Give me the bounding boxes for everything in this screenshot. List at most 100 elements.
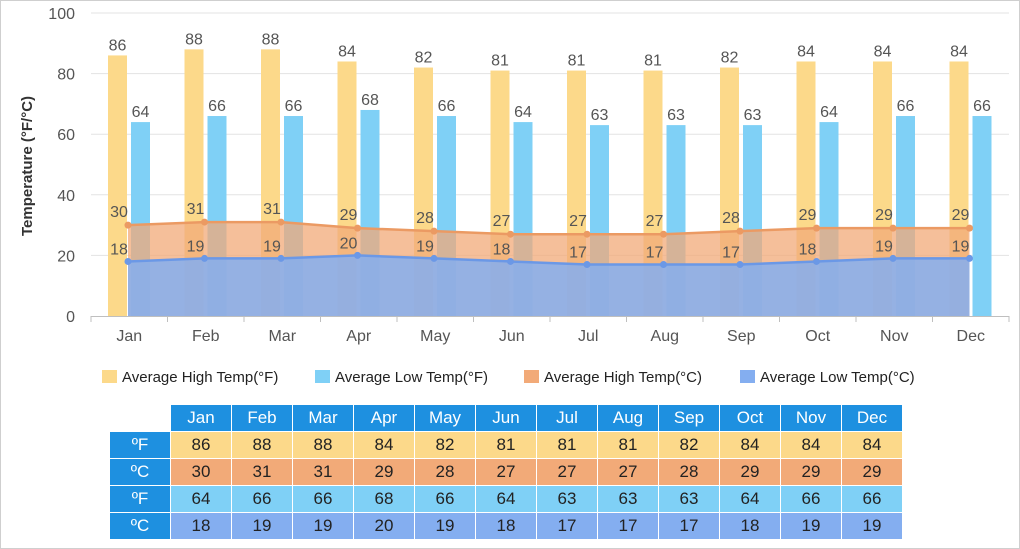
table-header-cell: Jan: [171, 405, 231, 431]
table-cell: 28: [415, 459, 475, 485]
table-header-cell: Jun: [476, 405, 536, 431]
legend-swatch: [740, 370, 755, 383]
table-cell: 29: [354, 459, 414, 485]
data-label-high-c: 28: [416, 210, 434, 227]
data-label-low-c: 18: [493, 241, 511, 258]
data-label-high-c: 31: [187, 201, 205, 218]
data-label-high-c: 29: [875, 207, 893, 224]
x-tick-label: Nov: [880, 328, 908, 345]
point-low-c: [660, 260, 667, 268]
data-label-high-c: 29: [799, 207, 817, 224]
x-tick-label: Jun: [499, 328, 525, 345]
point-low-c: [124, 257, 132, 265]
table-row-label: ºC: [110, 513, 170, 539]
point-low-c: [966, 254, 973, 262]
line-high-c: [127, 220, 970, 236]
bar-high-f: [108, 55, 127, 317]
point-low-c: [201, 254, 208, 262]
y-tick-label: 40: [57, 188, 75, 205]
data-label-high-f: 82: [721, 50, 739, 67]
data-label-low-f: 63: [591, 107, 609, 124]
legend: Average High Temp(°F) Average Low Temp(°F…: [102, 369, 915, 386]
data-label-low-c: 20: [340, 235, 358, 252]
table-cell: 84: [781, 432, 841, 458]
data-label-high-f: 86: [109, 37, 127, 54]
table-header-cell: Mar: [293, 405, 353, 431]
legend-label: Average Low Temp(°C): [760, 369, 915, 386]
table-cell: 81: [598, 432, 658, 458]
table-cell: 19: [781, 513, 841, 539]
table-header-cell: Oct: [720, 405, 780, 431]
x-tick-label: Dec: [957, 328, 985, 345]
table-cell: 68: [354, 486, 414, 512]
table-cell: 64: [171, 486, 231, 512]
data-label-high-c: 29: [952, 207, 970, 224]
point-high-c: [201, 218, 208, 226]
data-label-low-c: 18: [799, 241, 817, 258]
table-cell: 17: [537, 513, 597, 539]
table-cell: 82: [415, 432, 475, 458]
table-header-cell: Dec: [842, 405, 902, 431]
y-tick-label: 0: [66, 309, 75, 326]
data-label-high-c: 29: [340, 207, 358, 224]
data-label-high-f: 88: [185, 31, 203, 48]
data-label-low-f: 64: [820, 104, 838, 121]
point-low-c: [813, 257, 820, 265]
data-label-low-f: 64: [514, 104, 532, 121]
table-row-label: ºC: [110, 459, 170, 485]
legend-swatch: [524, 370, 539, 383]
table-cell: 19: [842, 513, 902, 539]
y-axis-label: Temperature (°F/°C): [19, 96, 36, 236]
table-cell: 29: [781, 459, 841, 485]
table-cell: 66: [232, 486, 292, 512]
y-tick-label: 60: [57, 127, 75, 144]
table-cell: 66: [781, 486, 841, 512]
data-label-low-f: 66: [973, 98, 991, 115]
data-label-high-c: 31: [263, 201, 281, 218]
table-row-low-c: ºC 18 19 19 20 19 18 17 17 17 18 19 19: [110, 513, 902, 539]
table-header-cell: May: [415, 405, 475, 431]
table-cell: 27: [598, 459, 658, 485]
x-tick-label: Jul: [578, 328, 598, 345]
table-cell: 31: [232, 459, 292, 485]
data-label-high-f: 82: [415, 50, 433, 67]
point-low-c: [889, 254, 897, 262]
data-label-high-f: 88: [262, 31, 280, 48]
table-cell: 64: [720, 486, 780, 512]
legend-label: Average High Temp(°F): [122, 369, 278, 386]
data-label-high-f: 81: [644, 53, 662, 70]
table-cell: 18: [720, 513, 780, 539]
point-low-c: [583, 260, 591, 268]
data-label-low-c: 17: [569, 244, 587, 261]
point-high-c: [889, 224, 897, 232]
data-label-high-f: 84: [950, 43, 968, 60]
x-tick-label: Feb: [192, 328, 220, 345]
data-label-low-c: 19: [187, 238, 205, 255]
point-low-c: [277, 254, 285, 262]
area-low-c: [128, 255, 970, 316]
bar-low-f: [972, 116, 992, 317]
data-table: Jan Feb Mar Apr May Jun Jul Aug Sep Oct …: [109, 404, 903, 540]
table-cell: 66: [415, 486, 475, 512]
line-low-c: [127, 254, 970, 266]
point-high-c: [813, 224, 820, 232]
table-cell: 81: [537, 432, 597, 458]
point-low-c: [430, 254, 438, 262]
grid-lines: [91, 12, 1009, 256]
table-header-cell: Sep: [659, 405, 719, 431]
table-cell: 82: [659, 432, 719, 458]
point-low-c: [507, 257, 514, 265]
x-tick-label: Apr: [346, 328, 372, 345]
data-label-high-f: 84: [338, 43, 356, 60]
point-high-c: [736, 227, 744, 235]
legend-swatch: [315, 370, 330, 383]
legend-swatch: [102, 370, 117, 383]
table-row-label: ºF: [110, 432, 170, 458]
data-label-high-f: 84: [797, 43, 815, 60]
table-header-cell: Jul: [537, 405, 597, 431]
data-label-low-f: 66: [897, 98, 915, 115]
table-cell: 29: [720, 459, 780, 485]
table-header-cell: Nov: [781, 405, 841, 431]
data-label-high-f: 81: [491, 53, 509, 70]
